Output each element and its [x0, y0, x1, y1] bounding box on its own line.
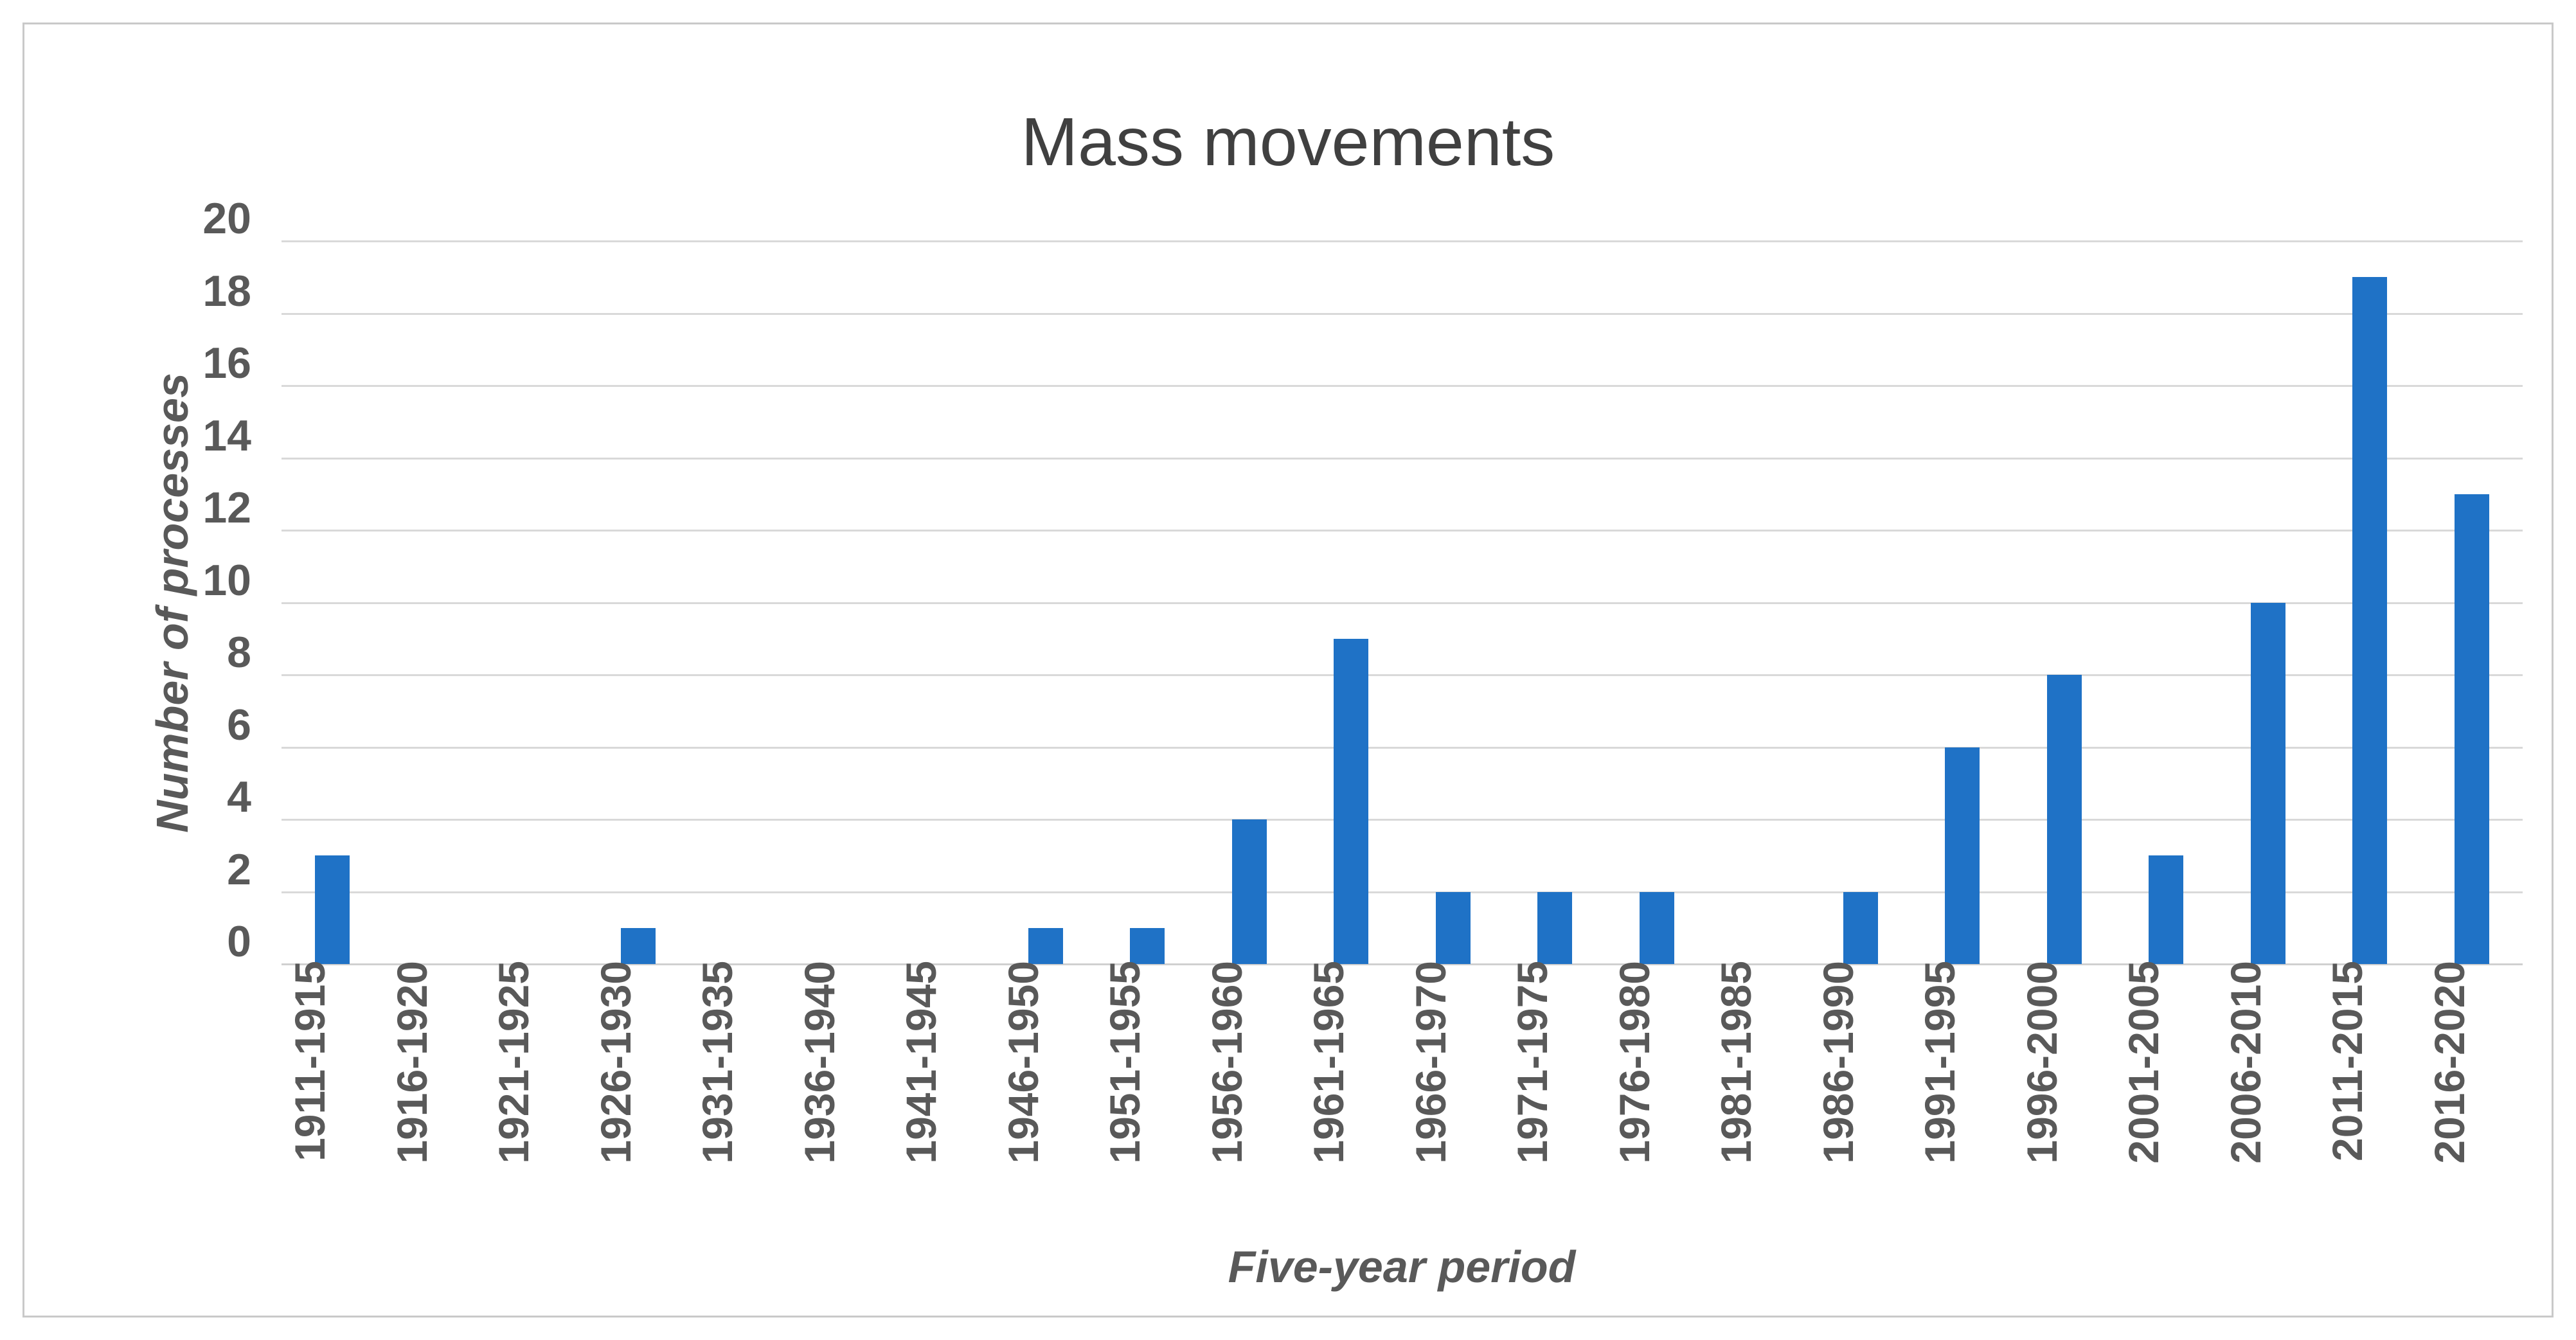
- x-tick-label: 1936-1940: [795, 961, 843, 1164]
- x-tick-label: 2016-2020: [2425, 961, 2473, 1164]
- chart-frame: Mass movements Five-year period Number o…: [22, 22, 2554, 1318]
- x-tick-label: 1921-1925: [490, 961, 538, 1164]
- x-tick-label: 1926-1930: [591, 961, 640, 1164]
- x-tick-label: 2001-2005: [2120, 961, 2168, 1164]
- bar-1976-1980: [1639, 891, 1674, 964]
- gridline: [282, 746, 2523, 749]
- gridline: [282, 240, 2523, 242]
- chart-title: Mass movements: [1021, 104, 1555, 180]
- gridline: [282, 385, 2523, 387]
- plot-area: [282, 240, 2523, 965]
- x-tick-label: 1916-1920: [388, 961, 436, 1164]
- y-tick-label: 4: [227, 773, 251, 821]
- x-tick-label: 2011-2015: [2323, 961, 2372, 1161]
- y-tick-label: 10: [202, 555, 251, 605]
- bar-1951-1955: [1130, 927, 1165, 964]
- bar-1986-1990: [1843, 891, 1878, 964]
- bar-2011-2015: [2352, 277, 2388, 964]
- gridline: [282, 457, 2523, 460]
- x-tick-label: 1961-1965: [1305, 961, 1353, 1164]
- x-tick-label: 1996-2000: [2017, 961, 2066, 1164]
- bar-1911-1915: [315, 855, 350, 964]
- bar-1926-1930: [620, 927, 656, 964]
- x-tick-label: 1986-1990: [1814, 961, 1862, 1164]
- bar-1961-1965: [1334, 638, 1369, 964]
- x-tick-label: 1931-1935: [693, 961, 742, 1164]
- y-tick-label: 18: [202, 266, 251, 316]
- x-tick-label: 1911-1915: [286, 961, 334, 1161]
- x-tick-label: 1946-1950: [999, 961, 1047, 1164]
- y-tick-label: 2: [227, 844, 251, 894]
- gridline: [282, 819, 2523, 821]
- x-tick-label: 2006-2010: [2221, 961, 2269, 1164]
- x-tick-label: 1951-1955: [1101, 961, 1149, 1164]
- y-tick-label: 12: [202, 483, 251, 532]
- y-tick-label: 16: [202, 339, 251, 388]
- bar-2006-2010: [2250, 602, 2285, 964]
- bar-1991-1995: [1945, 747, 1980, 964]
- gridline: [282, 530, 2523, 532]
- bar-2016-2020: [2454, 494, 2489, 964]
- y-tick-label: 6: [227, 700, 251, 749]
- bar-1946-1950: [1028, 927, 1063, 964]
- x-tick-label: 1991-1995: [1916, 961, 1964, 1164]
- bar-2001-2005: [2149, 855, 2184, 964]
- bar-1971-1975: [1537, 891, 1573, 964]
- x-tick-label: 1966-1970: [1406, 961, 1454, 1164]
- bar-1996-2000: [2046, 675, 2082, 964]
- x-axis-title: Five-year period: [1228, 1242, 1576, 1292]
- bar-1956-1960: [1231, 819, 1267, 964]
- gridline: [282, 891, 2523, 893]
- x-tick-label: 1976-1980: [1610, 961, 1658, 1164]
- gridline: [282, 602, 2523, 604]
- x-tick-label: 1981-1985: [1712, 961, 1760, 1164]
- y-tick-label: 0: [227, 917, 251, 966]
- x-tick-label: 1941-1945: [897, 961, 945, 1164]
- x-tick-label: 1956-1960: [1203, 961, 1251, 1164]
- x-axis-line: [282, 963, 2523, 965]
- gridline: [282, 312, 2523, 315]
- y-tick-label: 14: [202, 411, 251, 460]
- y-tick-label: 8: [227, 628, 251, 677]
- bar-1966-1970: [1435, 891, 1471, 964]
- y-tick-label: 20: [202, 194, 251, 243]
- x-tick-label: 1971-1975: [1508, 961, 1557, 1164]
- gridline: [282, 674, 2523, 676]
